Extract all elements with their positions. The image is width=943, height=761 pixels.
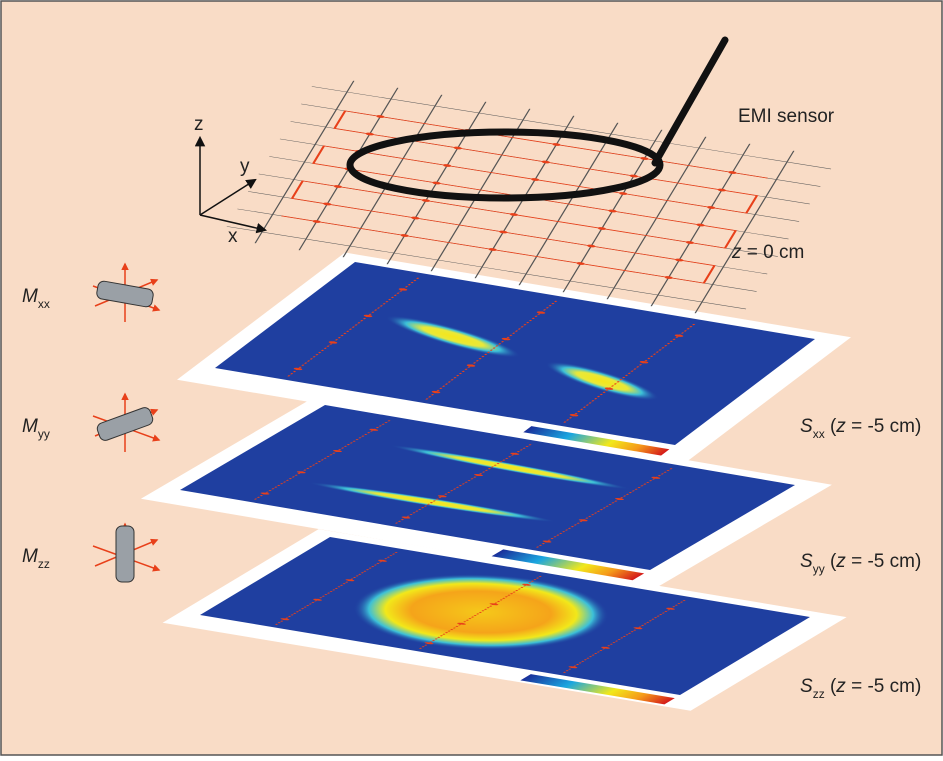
response-open: (	[825, 676, 837, 697]
response-symbol: S	[800, 416, 813, 437]
cylinder	[116, 526, 134, 582]
response-rest: = -5 cm)	[846, 676, 921, 697]
response-variable: z	[835, 416, 846, 437]
moment-subscript: yy	[38, 427, 50, 441]
plane-label: z = 0 cm	[731, 242, 804, 263]
response-subscript: yy	[813, 562, 825, 576]
moment-subscript: zz	[38, 557, 50, 571]
response-variable: z	[835, 551, 846, 572]
axis-label: y	[240, 156, 250, 177]
moment-symbol: M	[22, 546, 38, 567]
sensor-label: EMI sensor	[738, 106, 835, 127]
response-symbol: S	[800, 551, 813, 572]
response-rest: = -5 cm)	[846, 551, 921, 572]
response-subscript: zz	[813, 687, 825, 701]
response-symbol: S	[800, 676, 813, 697]
axis-label: z	[194, 114, 204, 135]
response-rest: = -5 cm)	[846, 416, 921, 437]
response-variable: z	[835, 676, 846, 697]
response-subscript: xx	[813, 427, 825, 441]
moment-symbol: M	[22, 286, 38, 307]
response-open: (	[825, 551, 837, 572]
axis-label: x	[228, 226, 238, 247]
diagram: z y x EMI sensor z = 0 cm MxxSxx (z = -5…	[0, 0, 943, 756]
moment-subscript: xx	[38, 297, 50, 311]
response-open: (	[825, 416, 837, 437]
moment-symbol: M	[22, 416, 38, 437]
